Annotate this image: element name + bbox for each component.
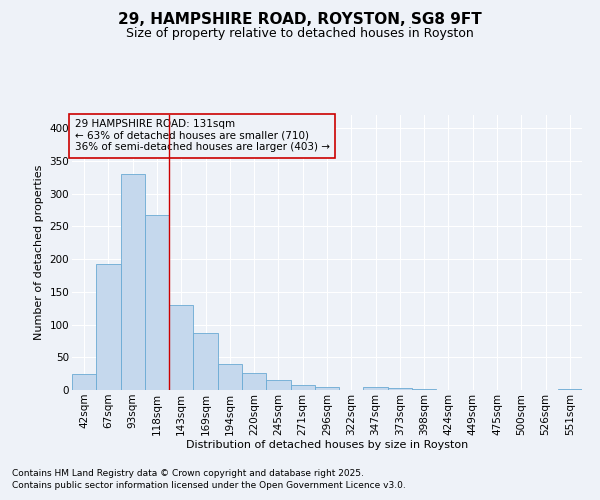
Bar	[218, 364, 242, 390]
Text: Contains HM Land Registry data © Crown copyright and database right 2025.: Contains HM Land Registry data © Crown c…	[12, 468, 364, 477]
Bar	[242, 373, 266, 390]
Text: Size of property relative to detached houses in Royston: Size of property relative to detached ho…	[126, 28, 474, 40]
Bar	[388, 388, 412, 390]
Bar	[364, 388, 388, 390]
Bar	[193, 333, 218, 390]
Bar	[315, 386, 339, 390]
Text: 29, HAMPSHIRE ROAD, ROYSTON, SG8 9FT: 29, HAMPSHIRE ROAD, ROYSTON, SG8 9FT	[118, 12, 482, 28]
Bar	[169, 305, 193, 390]
Bar	[96, 264, 121, 390]
Text: Contains public sector information licensed under the Open Government Licence v3: Contains public sector information licen…	[12, 481, 406, 490]
Bar	[145, 214, 169, 390]
Bar	[558, 388, 582, 390]
X-axis label: Distribution of detached houses by size in Royston: Distribution of detached houses by size …	[186, 440, 468, 450]
Bar	[290, 385, 315, 390]
Bar	[121, 174, 145, 390]
Bar	[72, 374, 96, 390]
Bar	[266, 380, 290, 390]
Y-axis label: Number of detached properties: Number of detached properties	[34, 165, 44, 340]
Bar	[412, 388, 436, 390]
Text: 29 HAMPSHIRE ROAD: 131sqm
← 63% of detached houses are smaller (710)
36% of semi: 29 HAMPSHIRE ROAD: 131sqm ← 63% of detac…	[74, 119, 329, 152]
